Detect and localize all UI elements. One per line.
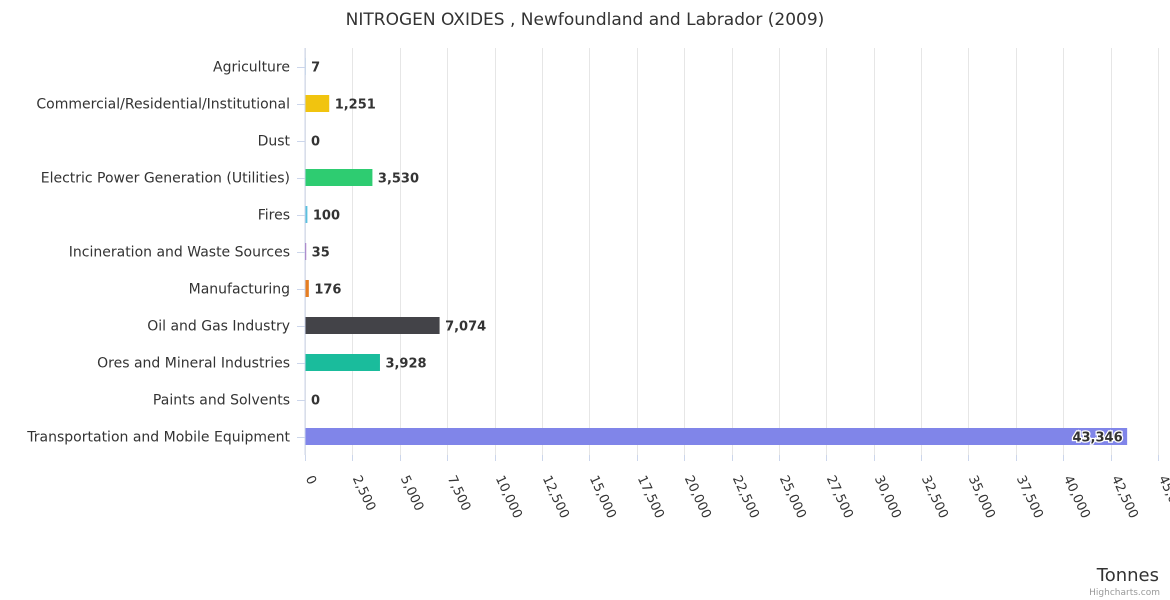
value-axis-title: Tonnes <box>1096 565 1159 586</box>
bar <box>305 354 380 371</box>
data-label: 3,928 <box>385 357 426 372</box>
x-tick-label: 25,000 <box>776 473 809 521</box>
x-tick-label: 5,000 <box>397 473 426 513</box>
category-label: Dust <box>258 134 291 150</box>
bar <box>305 317 440 334</box>
data-label: 35 <box>312 246 330 261</box>
credits-link[interactable]: Highcharts.com <box>1089 588 1160 598</box>
x-tick-label: 42,500 <box>1108 473 1141 521</box>
x-tick-label: 37,500 <box>1013 473 1046 521</box>
bar <box>305 169 373 186</box>
x-axis-tick-labels: 0 2,500 5,000 7,500 10,000 12,500 15,000 17,500… <box>302 473 1170 521</box>
category-label: Agriculture <box>213 60 290 76</box>
x-tick-label: 35,000 <box>965 473 998 521</box>
data-label: 7 <box>311 61 320 76</box>
data-label: 1,251 <box>335 98 376 113</box>
chart-title: NITROGEN OXIDES , Newfoundland and Labra… <box>346 10 825 30</box>
category-label: Paints and Solvents <box>153 393 290 409</box>
category-label: Manufacturing <box>189 282 290 298</box>
data-label: 7,074 <box>445 320 486 335</box>
category-label: Fires <box>258 208 290 224</box>
category-label: Commercial/Residential/Institutional <box>36 97 290 113</box>
x-tick-label: 0 <box>302 473 319 487</box>
x-tick-label: 27,500 <box>823 473 856 521</box>
gridlines <box>305 48 1159 461</box>
bar <box>305 206 308 223</box>
bar <box>305 428 1128 445</box>
category-label: Transportation and Mobile Equipment <box>26 430 290 446</box>
data-label: 43,346 <box>1072 431 1122 446</box>
category-label: Electric Power Generation (Utilities) <box>41 171 290 187</box>
bars <box>297 58 1128 445</box>
data-label: 0 <box>311 394 320 409</box>
category-labels: Agriculture Commercial/Residential/Instit… <box>26 60 290 446</box>
bar <box>305 243 307 260</box>
data-label: 176 <box>314 283 341 298</box>
bar <box>305 280 309 297</box>
x-tick-label: 40,000 <box>1060 473 1093 521</box>
x-tick-label: 15,000 <box>586 473 619 521</box>
category-label: Oil and Gas Industry <box>147 319 290 335</box>
x-tick-label: 30,000 <box>871 473 904 521</box>
x-tick-label: 2,500 <box>349 473 378 513</box>
x-tick-label: 10,000 <box>492 473 525 521</box>
category-label: Incineration and Waste Sources <box>69 245 290 261</box>
bar <box>305 95 330 112</box>
data-labels: 7 1,251 0 3,530 100 35 176 7,074 3,928 0 43,346 <box>311 61 1124 447</box>
x-tick-label: 7,500 <box>444 473 473 513</box>
x-tick-label: 22,500 <box>729 473 762 521</box>
x-tick-label: 45,000 <box>1155 473 1170 521</box>
data-label: 0 <box>311 135 320 150</box>
x-tick-label: 12,500 <box>539 473 572 521</box>
x-tick-label: 20,000 <box>681 473 714 521</box>
data-label: 100 <box>313 209 340 224</box>
data-label: 3,530 <box>378 172 419 187</box>
x-tick-label: 17,500 <box>634 473 667 521</box>
category-label: Ores and Mineral Industries <box>97 356 290 372</box>
x-tick-label: 32,500 <box>918 473 951 521</box>
